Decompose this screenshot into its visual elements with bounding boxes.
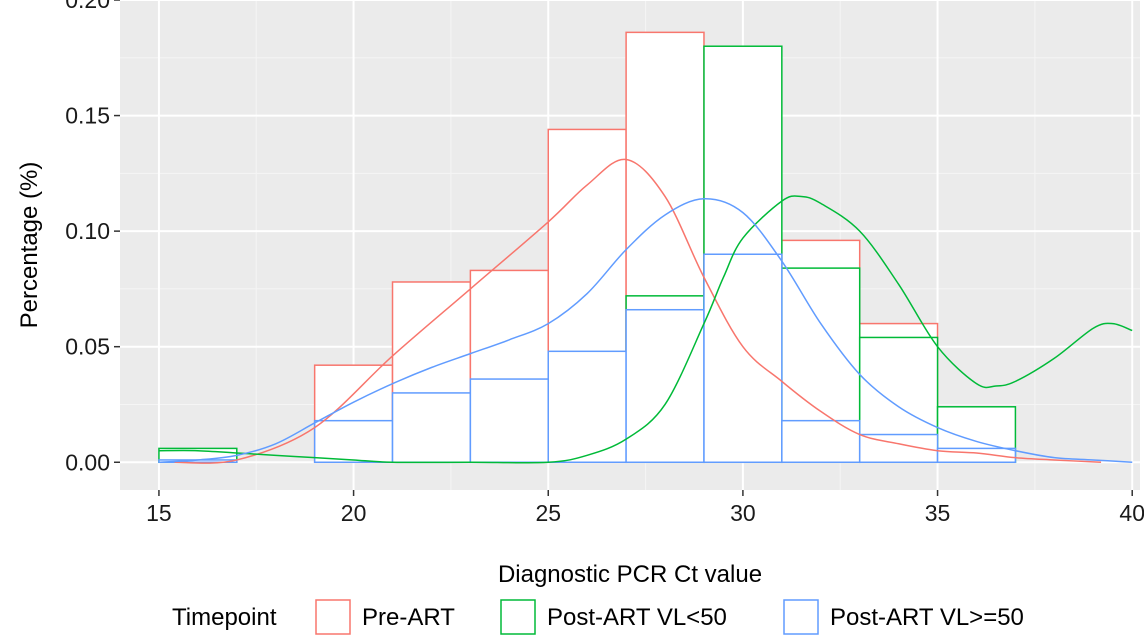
y-axis: 0.00 0.05 0.10 0.15 0.20 [65, 0, 120, 475]
x-axis: 15 20 25 30 35 40 [146, 490, 1144, 526]
x-tick-label: 35 [925, 500, 951, 526]
y-tick-label: 0.00 [65, 449, 110, 475]
bar-post-art-vl-ge-50 [936, 447, 1017, 464]
y-axis-title: Percentage (%) [16, 162, 43, 329]
legend-title: Timepoint [172, 604, 277, 631]
legend-key-pre-art [315, 599, 351, 635]
legend-item-post-art-vl-below-50: Post-ART VL<50 [500, 599, 727, 635]
density-curve-post-art-vl-ge-50 [158, 198, 1133, 464]
bar-post-art-vl-ge-50 [781, 419, 861, 464]
legend-key-post-art-vl-below-50 [500, 599, 536, 635]
legend-label-pre-art: Pre-ART [362, 604, 455, 631]
x-tick-label: 20 [341, 500, 367, 526]
x-tick-label: 30 [730, 500, 756, 526]
y-tick-label: 0.05 [65, 334, 110, 360]
legend-key-post-art-vl-50-plus [783, 599, 819, 635]
y-tick-label: 0.15 [65, 103, 110, 129]
density-curves [158, 158, 1133, 464]
legend-label-post-art-vl-below-50: Post-ART VL<50 [547, 604, 727, 631]
legend-label-post-art-vl-50-plus: Post-ART VL>=50 [830, 604, 1024, 631]
x-tick-label: 15 [146, 500, 172, 526]
y-tick-label: 0.10 [65, 218, 110, 244]
bar-post-art-vl-ge-50 [391, 392, 472, 464]
bar-post-art-vl-ge-50 [313, 419, 394, 464]
legend: Timepoint Pre-ART Post-ART VL<50 Post-AR… [172, 599, 1024, 635]
y-tick-label: 0.20 [65, 0, 110, 13]
density-curve-post-art-vl-lt-50 [158, 195, 1133, 464]
x-tick-label: 40 [1119, 500, 1144, 526]
bar-post-art-vl-ge-50 [625, 308, 705, 464]
x-axis-title: Diagnostic PCR Ct value [498, 561, 762, 588]
legend-item-post-art-vl-50-plus: Post-ART VL>=50 [783, 599, 1024, 635]
bar-post-art-vl-ge-50 [469, 378, 549, 464]
bar-post-art-vl-ge-50 [703, 253, 783, 464]
bar-post-art-vl-ge-50 [547, 350, 627, 464]
histogram-bars [158, 31, 1017, 464]
legend-item-pre-art: Pre-ART [315, 599, 455, 635]
density-curve-pre-art [174, 158, 1102, 464]
x-tick-label: 25 [535, 500, 561, 526]
